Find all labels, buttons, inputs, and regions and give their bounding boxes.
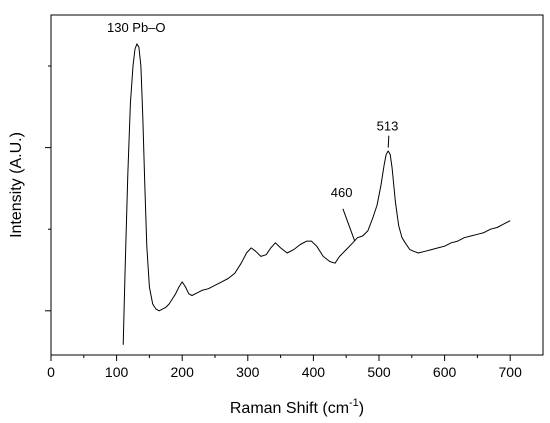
x-tick-label: 100 <box>105 364 129 380</box>
x-tick-label: 400 <box>302 364 326 380</box>
x-axis-title: Raman Shift (cm-1) <box>230 397 364 417</box>
series-layer <box>122 43 511 345</box>
peak-leader-line <box>387 135 390 148</box>
x-axis-title-sup: -1 <box>349 397 359 409</box>
spectrum-line <box>122 43 511 345</box>
peak-label: 130 Pb–O <box>107 20 166 35</box>
x-axis-title-main: Raman Shift (cm <box>230 400 349 417</box>
plot-frame <box>50 14 544 356</box>
x-tick-label: 0 <box>47 364 55 380</box>
x-tick-label: 300 <box>236 364 260 380</box>
peak-leader-line <box>342 208 356 242</box>
x-tick-label: 600 <box>433 364 457 380</box>
peak-label: 460 <box>331 185 353 200</box>
x-tick-label: 500 <box>367 364 391 380</box>
x-tick-label: 200 <box>171 364 195 380</box>
y-axis-title: Intensity (A.U.) <box>8 132 25 238</box>
x-axis-title-suffix: ) <box>359 400 364 417</box>
x-tick-label: 700 <box>499 364 523 380</box>
ticks-layer: 0 100 200 300 400 500 600 700 <box>45 65 523 380</box>
peak-label: 513 <box>377 119 399 134</box>
annotation-layer: 130 Pb–O 513 460 <box>107 20 399 242</box>
